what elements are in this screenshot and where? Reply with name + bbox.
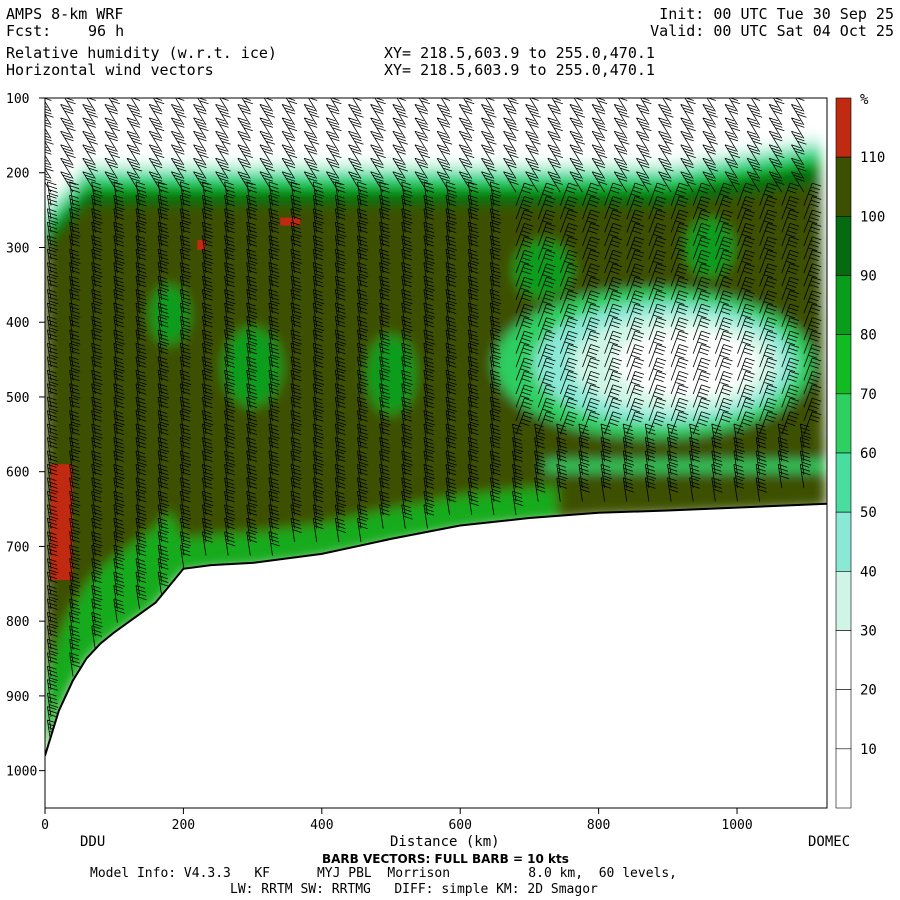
colorbar-swatch xyxy=(835,571,852,631)
model-title: AMPS 8-km WRF xyxy=(6,5,124,23)
colorbar-label: 70 xyxy=(860,387,877,403)
xy-range-1: XY= 218.5,603.9 to 255.0,470.1 xyxy=(384,44,655,62)
x-axis: 0 200 400 600 800 1000 xyxy=(41,808,753,833)
x-tick-label: 400 xyxy=(310,818,333,833)
fcst-label: Fcst: xyxy=(6,22,52,40)
y-tick-label: 400 xyxy=(6,316,29,331)
fcst-value: 96 h xyxy=(88,22,125,40)
y-tick-label: 500 xyxy=(6,391,29,406)
y-tick-label: 600 xyxy=(6,466,29,481)
endpoint-right: DOMEC xyxy=(808,834,851,850)
physics-info: LW: RRTM SW: RRTMG DIFF: simple KM: 2D S… xyxy=(230,882,598,897)
colorbar-label: 80 xyxy=(860,328,877,344)
colorbar-swatch xyxy=(835,689,852,750)
valid-time: Valid: 00 UTC Sat 04 Oct 25 xyxy=(650,22,894,40)
colorbar-label: 50 xyxy=(860,505,877,521)
endpoint-left: DDU xyxy=(80,834,106,850)
init-time: Init: 00 UTC Tue 30 Sep 25 xyxy=(659,5,894,23)
colorbar-label: 40 xyxy=(860,564,877,580)
colorbar-label: 110 xyxy=(860,150,885,166)
x-tick-label: 0 xyxy=(41,818,49,833)
y-tick-label: 900 xyxy=(6,690,29,705)
colorbar-swatch xyxy=(835,452,852,513)
colorbar-label: 20 xyxy=(860,683,877,699)
x-tick-label: 200 xyxy=(172,818,195,833)
plot-frame xyxy=(44,97,828,809)
terrain xyxy=(45,502,827,808)
x-axis-label: Distance (km) xyxy=(390,834,500,850)
colorbar-swatch xyxy=(835,275,852,335)
y-axis: 100 200 300 400 500 600 700 800 900 1000 xyxy=(6,92,45,780)
colorbar-swatch xyxy=(835,97,852,158)
colorbar-swatch xyxy=(835,748,852,809)
y-tick-label: 1000 xyxy=(6,765,37,780)
y-tick-label: 100 xyxy=(6,92,29,107)
colorbar-label: 90 xyxy=(860,269,877,285)
colorbar-label: 100 xyxy=(860,209,885,225)
field-title-1: Relative humidity (w.r.t. ice) xyxy=(6,44,277,62)
colorbar-swatch xyxy=(835,334,852,395)
x-tick-label: 600 xyxy=(448,818,471,833)
colorbar: 10 20 30 40 50 60 70 80 90 100 110% xyxy=(835,92,885,809)
colorbar-label: 10 xyxy=(860,742,877,758)
y-tick-label: 200 xyxy=(6,167,29,182)
y-tick-label: 800 xyxy=(6,615,29,630)
field-title-2: Horizontal wind vectors xyxy=(6,61,214,79)
colorbar-swatch xyxy=(835,511,852,572)
y-tick-label: 700 xyxy=(6,540,29,555)
colorbar-label: 30 xyxy=(860,624,877,640)
colorbar-swatch xyxy=(835,216,852,276)
model-info: Model Info: V4.3.3 KF MYJ PBL Morrison 8… xyxy=(90,866,677,881)
colorbar-unit: % xyxy=(860,92,869,108)
x-tick-label: 800 xyxy=(587,818,610,833)
colorbar-swatch xyxy=(835,156,852,217)
wind-barbs xyxy=(45,98,822,744)
y-tick-label: 300 xyxy=(6,241,29,256)
x-tick-label: 1000 xyxy=(721,818,752,833)
colorbar-swatch xyxy=(835,393,852,454)
xy-range-2: XY= 218.5,603.9 to 255.0,470.1 xyxy=(384,61,655,79)
colorbar-swatch xyxy=(835,630,852,690)
colorbar-label: 60 xyxy=(860,446,877,462)
barb-legend: BARB VECTORS: FULL BARB = 10 kts xyxy=(322,852,569,866)
